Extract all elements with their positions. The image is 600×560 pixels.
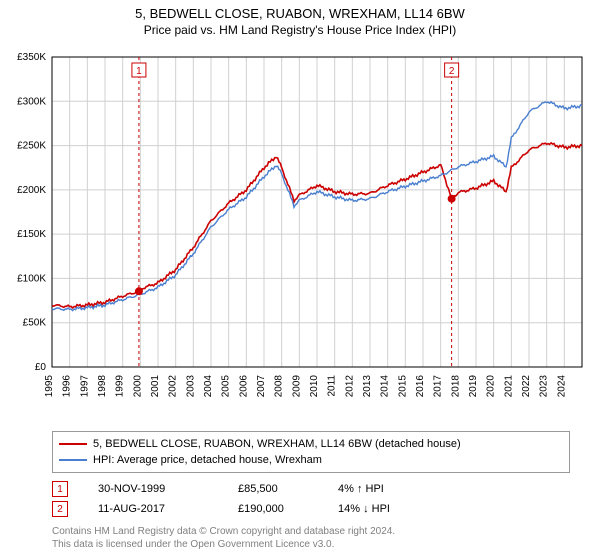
event-row: 1 30-NOV-1999 £85,500 4% ↑ HPI: [52, 479, 570, 499]
copyright: Contains HM Land Registry data © Crown c…: [52, 525, 570, 551]
svg-text:2012: 2012: [344, 375, 355, 398]
legend-item: 5, BEDWELL CLOSE, RUABON, WREXHAM, LL14 …: [59, 436, 563, 452]
svg-text:1: 1: [136, 66, 142, 77]
svg-text:2015: 2015: [397, 375, 408, 398]
svg-text:2022: 2022: [521, 375, 532, 398]
svg-text:2019: 2019: [468, 375, 479, 398]
svg-text:£300K: £300K: [17, 96, 46, 107]
svg-text:£50K: £50K: [23, 318, 47, 329]
event-hpi: 4% ↑ HPI: [338, 483, 384, 495]
legend-item: HPI: Average price, detached house, Wrex…: [59, 452, 563, 468]
svg-text:£150K: £150K: [17, 229, 46, 240]
legend-swatch: [59, 459, 87, 461]
line-chart: £0 £50K £100K £150K £200K £250K £300K £350K 1995…: [0, 37, 600, 427]
event-hpi: 14% ↓ HPI: [338, 503, 390, 515]
svg-text:2014: 2014: [380, 375, 391, 398]
svg-text:2011: 2011: [327, 375, 338, 397]
svg-text:2009: 2009: [291, 375, 302, 398]
svg-text:1997: 1997: [79, 375, 90, 398]
svg-text:£0: £0: [35, 362, 47, 373]
svg-text:2016: 2016: [415, 375, 426, 398]
svg-text:2000: 2000: [132, 375, 143, 398]
svg-text:2008: 2008: [274, 375, 285, 398]
svg-text:£350K: £350K: [17, 52, 46, 63]
chart-subtitle: Price paid vs. HM Land Registry's House …: [0, 23, 600, 37]
svg-text:2006: 2006: [238, 375, 249, 398]
svg-text:2010: 2010: [309, 375, 320, 398]
svg-text:2003: 2003: [185, 375, 196, 398]
svg-text:1999: 1999: [115, 375, 126, 398]
svg-text:2017: 2017: [433, 375, 444, 398]
chart-area: £0 £50K £100K £150K £200K £250K £300K £350K 1995…: [0, 37, 600, 427]
svg-text:£200K: £200K: [17, 185, 46, 196]
event-price: £190,000: [238, 503, 308, 515]
event-price: £85,500: [238, 483, 308, 495]
svg-text:1995: 1995: [44, 375, 55, 398]
svg-text:1996: 1996: [62, 375, 73, 398]
event-marker-icon: 2: [52, 501, 68, 517]
legend: 5, BEDWELL CLOSE, RUABON, WREXHAM, LL14 …: [52, 431, 570, 473]
event-row: 2 11-AUG-2017 £190,000 14% ↓ HPI: [52, 499, 570, 519]
svg-text:2018: 2018: [450, 375, 461, 398]
svg-text:2023: 2023: [539, 375, 550, 398]
chart-title: 5, BEDWELL CLOSE, RUABON, WREXHAM, LL14 …: [0, 6, 600, 21]
svg-text:2005: 2005: [221, 375, 232, 398]
svg-text:2020: 2020: [486, 375, 497, 398]
event-marker-icon: 1: [52, 481, 68, 497]
legend-label: HPI: Average price, detached house, Wrex…: [93, 454, 322, 466]
svg-text:2004: 2004: [203, 375, 214, 398]
svg-text:2007: 2007: [256, 375, 267, 398]
event-date: 30-NOV-1999: [98, 483, 208, 495]
legend-swatch: [59, 443, 87, 445]
copyright-line: This data is licensed under the Open Gov…: [52, 538, 570, 551]
svg-text:£100K: £100K: [17, 273, 46, 284]
svg-text:2001: 2001: [150, 375, 161, 398]
svg-text:2002: 2002: [168, 375, 179, 398]
events-table: 1 30-NOV-1999 £85,500 4% ↑ HPI 2 11-AUG-…: [52, 479, 570, 519]
svg-text:2013: 2013: [362, 375, 373, 398]
svg-text:2021: 2021: [503, 375, 514, 398]
copyright-line: Contains HM Land Registry data © Crown c…: [52, 525, 570, 538]
svg-text:1998: 1998: [97, 375, 108, 398]
svg-text:2: 2: [449, 66, 455, 77]
svg-text:2024: 2024: [556, 375, 567, 398]
event-date: 11-AUG-2017: [98, 503, 208, 515]
svg-text:£250K: £250K: [17, 141, 46, 152]
legend-label: 5, BEDWELL CLOSE, RUABON, WREXHAM, LL14 …: [93, 438, 461, 450]
